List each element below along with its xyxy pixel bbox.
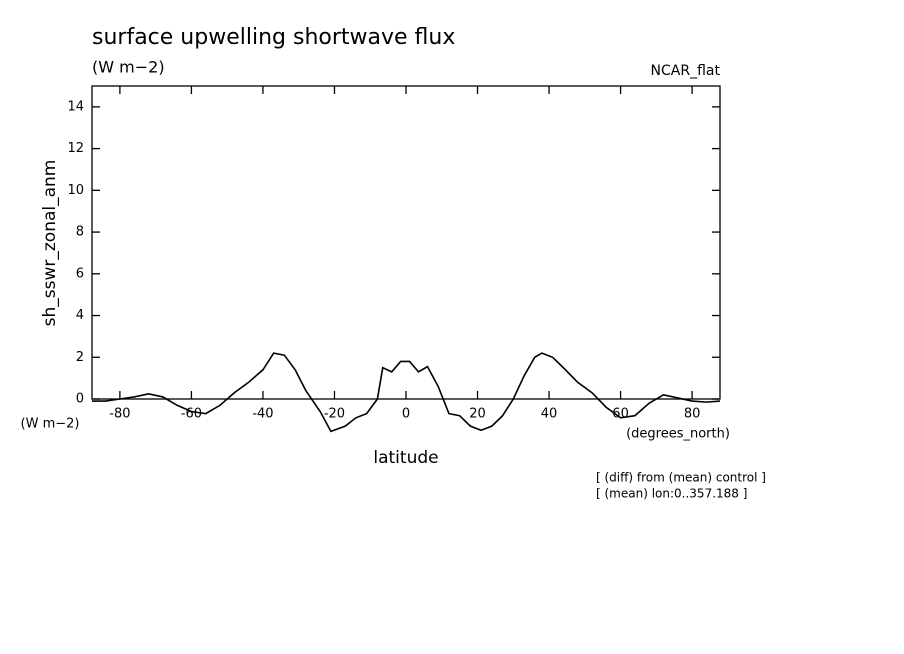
x-tick-label: 0 bbox=[402, 407, 410, 422]
plot-frame bbox=[91, 85, 721, 400]
data-line bbox=[92, 352, 721, 433]
x-tick-label: 40 bbox=[541, 407, 558, 422]
y-tick-label: 4 bbox=[76, 308, 84, 323]
x-tick-label: 20 bbox=[469, 407, 486, 422]
x-tick-label: -20 bbox=[324, 407, 345, 422]
y-tick-label: 6 bbox=[76, 266, 84, 281]
y-tick-label: 2 bbox=[76, 350, 84, 365]
x-tick-label: -80 bbox=[109, 407, 130, 422]
x-axis-label: latitude bbox=[373, 448, 438, 468]
y-tick-label: 0 bbox=[76, 392, 84, 407]
y-tick-label: 12 bbox=[67, 141, 84, 156]
x-units: (degrees_north) bbox=[626, 427, 730, 442]
y-tick-label: 14 bbox=[67, 99, 84, 114]
note: [ (mean) lon:0..357.188 ] bbox=[596, 487, 747, 501]
y-tick-label: 8 bbox=[76, 225, 84, 240]
y-tick-label: 10 bbox=[67, 183, 84, 198]
chart-title: surface upwelling shortwave flux bbox=[92, 25, 455, 50]
x-tick-label: -40 bbox=[252, 407, 273, 422]
subtitle: (W m−2) bbox=[92, 58, 165, 77]
note: [ (diff) from (mean) control ] bbox=[596, 471, 766, 485]
dataset-label: NCAR_flat bbox=[651, 63, 721, 79]
x-tick-label: -60 bbox=[181, 407, 202, 422]
y-axis-label: sh_sswr_zonal_anm bbox=[40, 160, 60, 327]
y-units: (W m−2) bbox=[21, 417, 80, 432]
x-tick-label: 80 bbox=[684, 407, 701, 422]
